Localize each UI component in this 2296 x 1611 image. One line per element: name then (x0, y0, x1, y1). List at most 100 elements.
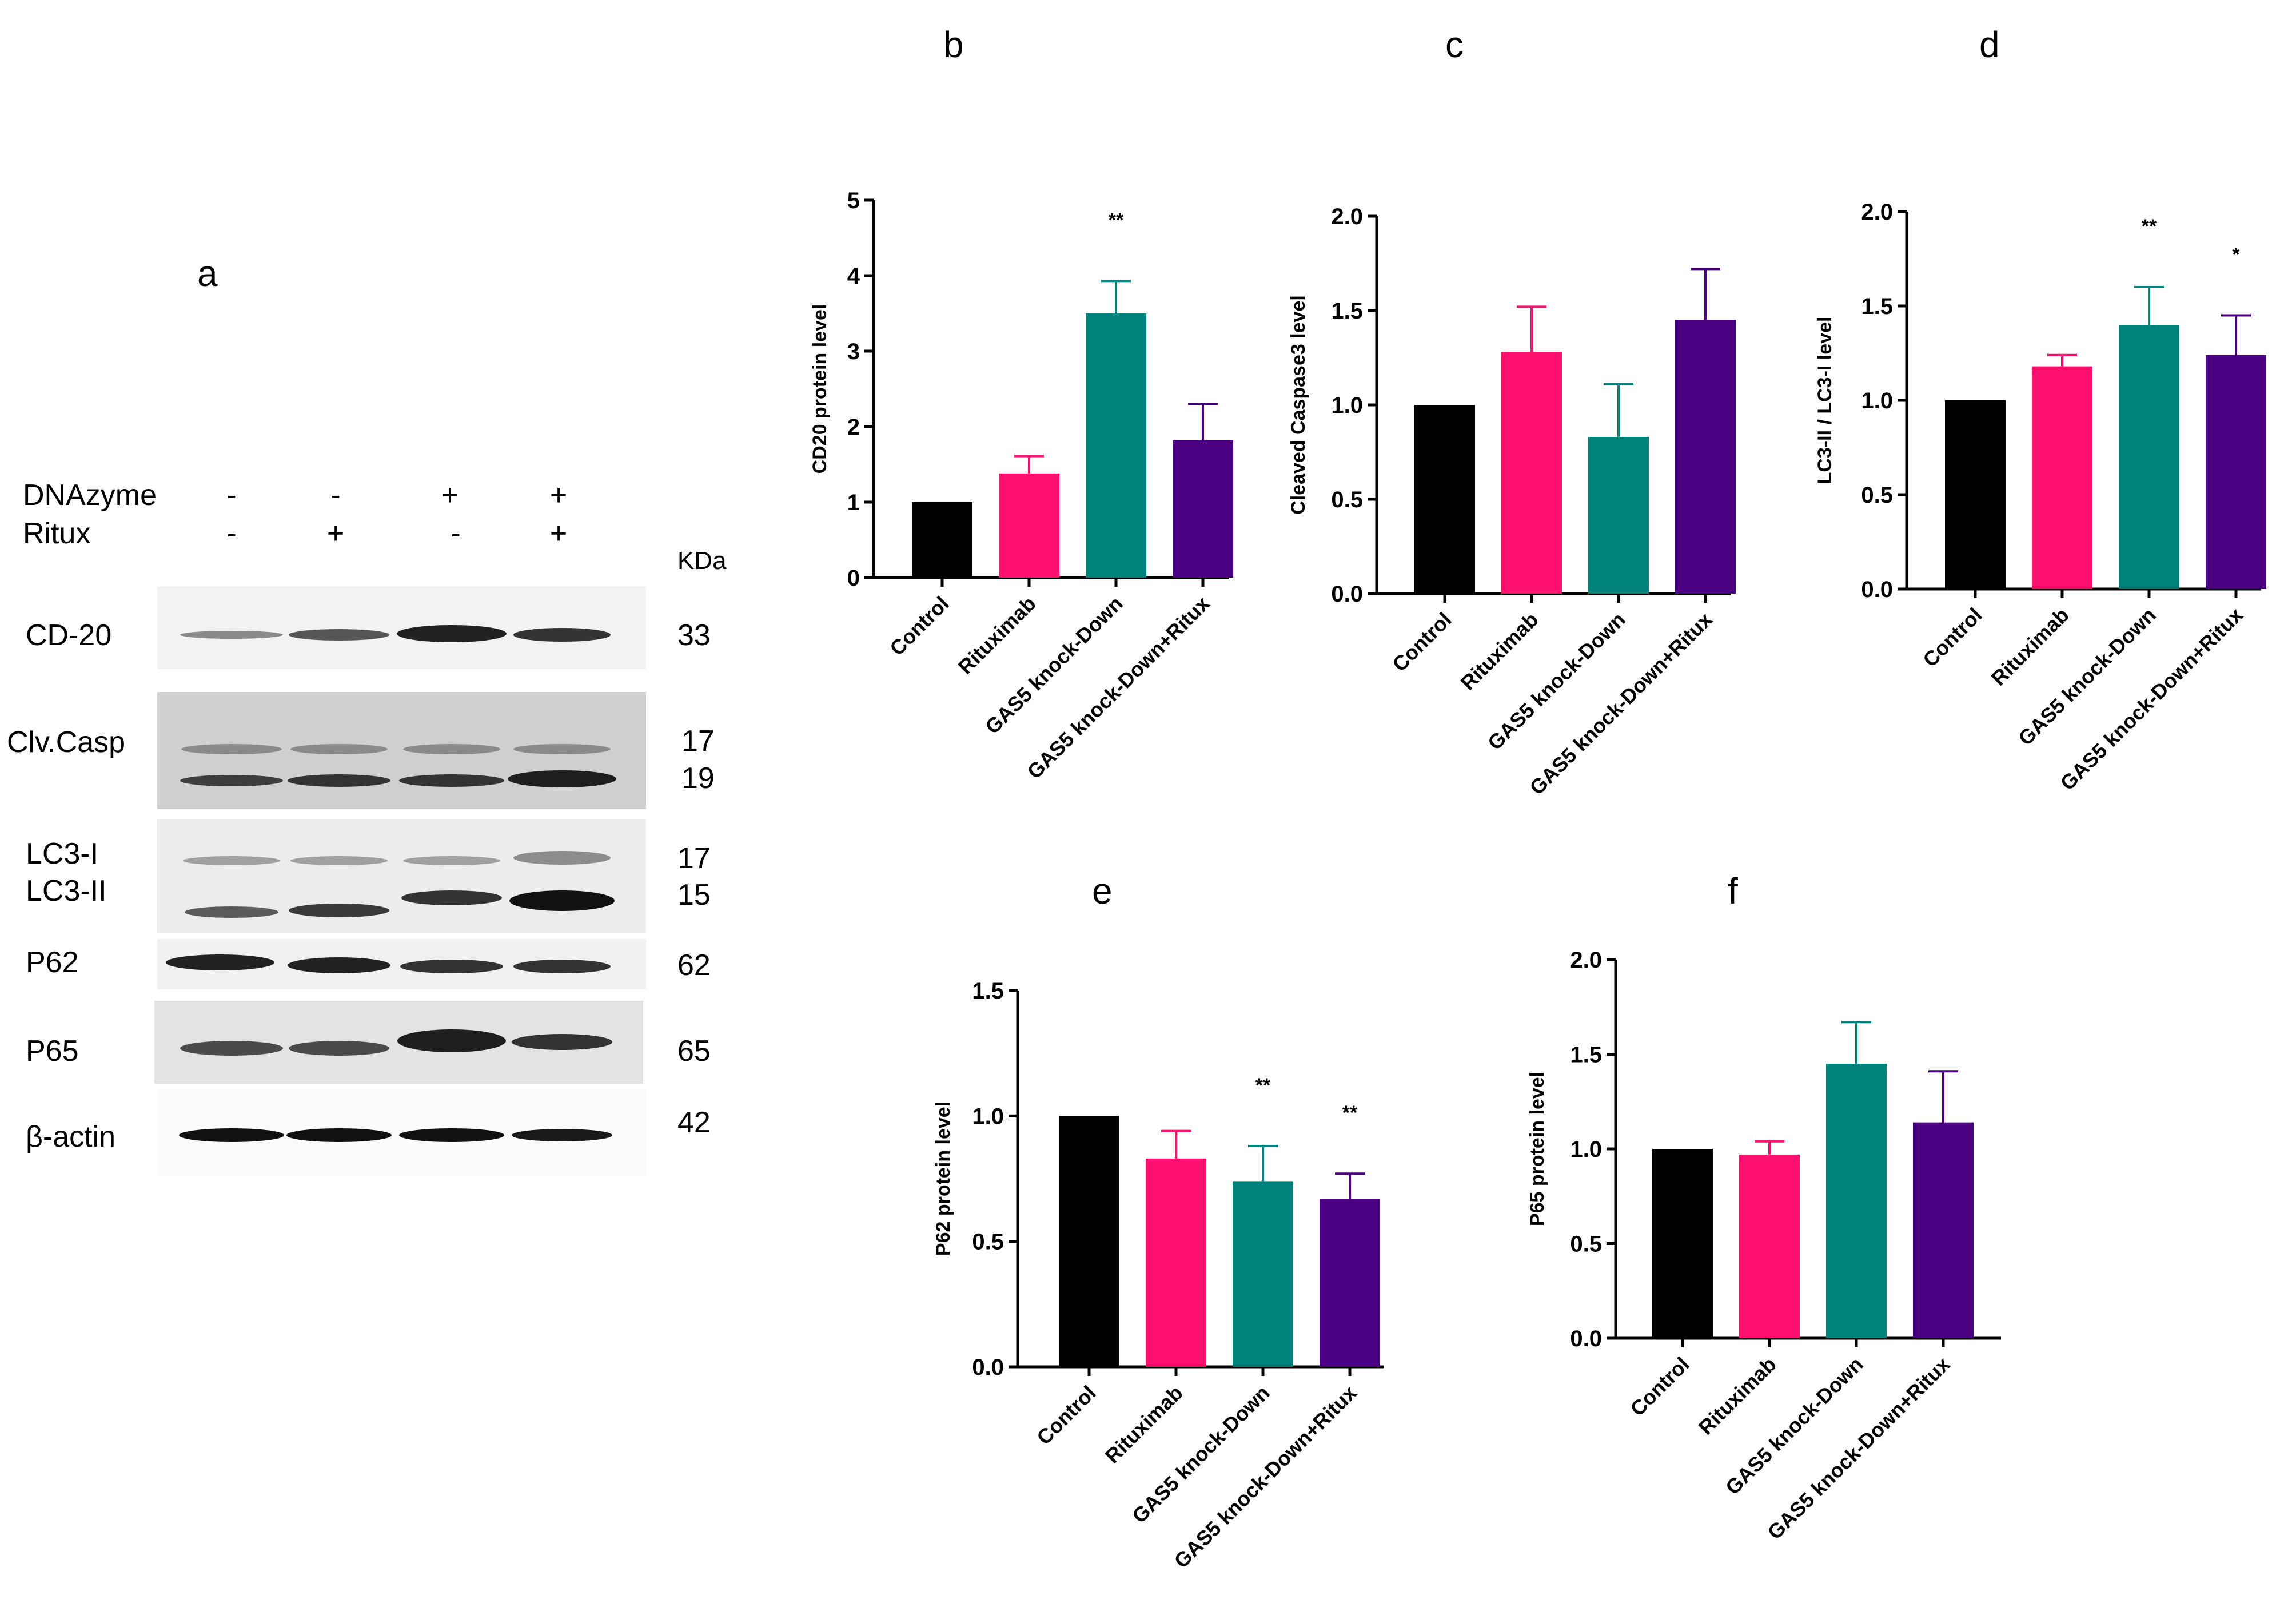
row-label-actin: β-actin (26, 1120, 115, 1153)
row-label-lc3-ii: LC3-II (26, 874, 107, 908)
y-tick-label: 5 (847, 188, 860, 213)
kda-p62: 62 (677, 949, 711, 982)
bar-gas5-knock-down-ritux (1913, 1122, 1974, 1338)
significance-marker: ** (2142, 216, 2157, 237)
condition-label-dnazyme: DNAzyme (23, 479, 157, 512)
y-tick-label: 1.0 (1570, 1137, 1602, 1162)
bar-control (1059, 1116, 1119, 1367)
y-tick-label: 0.5 (1861, 483, 1893, 508)
kda-caspase-17: 17 (681, 725, 715, 758)
y-tick-label: 1 (847, 490, 860, 515)
panel-letter-c: c (1445, 24, 1464, 65)
bar-gas5-knock-down (1588, 437, 1649, 594)
significance-marker: ** (1109, 209, 1124, 231)
y-tick-label: 1.5 (1570, 1043, 1602, 1068)
row-label-p65: P65 (26, 1035, 79, 1068)
error-bar-gas5-knock-down (1841, 1021, 1871, 1064)
y-tick-label: 0.0 (1331, 582, 1363, 607)
category-label-gas5-knock-down-ritux: GAS5 knock-Down+Ritux (1525, 608, 1716, 799)
category-label-control: Control (1625, 1353, 1693, 1421)
error-bar-gas5-knock-down-ritux (1691, 268, 1720, 320)
y-tick-label: 4 (847, 264, 860, 289)
bar-control (1945, 400, 2006, 589)
kda-actin: 42 (677, 1106, 711, 1139)
error-bar-rituximab (1161, 1129, 1191, 1159)
kda-header: KDa (677, 547, 727, 575)
dnazyme-lane-1: - (226, 479, 236, 512)
kda-p65: 65 (677, 1035, 711, 1068)
dnazyme-lane-3: + (441, 479, 459, 512)
y-tick-label: 0.0 (972, 1355, 1004, 1380)
y-tick-label: 1.5 (1861, 294, 1893, 319)
y-axis-title: Cleaved Caspase3 level (1287, 295, 1309, 515)
panel-letter-b: b (943, 24, 964, 65)
row-label-caspase: Clv.Casp (7, 726, 125, 759)
y-tick-label: 0 (847, 566, 860, 591)
panel-letter-f: f (1728, 870, 1738, 912)
category-label-rituximab: Rituximab (1987, 603, 2074, 690)
y-tick-label: 0.5 (1570, 1232, 1602, 1257)
error-bar-rituximab (1755, 1140, 1784, 1155)
significance-marker: ** (1255, 1075, 1271, 1096)
bar-gas5-knock-down (2119, 325, 2179, 589)
dnazyme-lane-2: - (330, 479, 340, 512)
panel-letter-a: a (197, 253, 218, 294)
chart-lc3-ratio: 0.0 0.5 1.0 1.5 2.0 LC3-II / LC3-I level Contr… (1814, 200, 2266, 795)
category-label-control: Control (1918, 603, 1986, 671)
blot-strip-cd20 (157, 586, 646, 669)
y-tick-label: 2.0 (1861, 200, 1893, 225)
y-tick-label: 3 (847, 339, 860, 364)
category-label-gas5-knock-down-ritux: GAS5 knock-Down+Ritux (1169, 1381, 1361, 1573)
y-axis-title: P62 protein level (932, 1101, 954, 1256)
western-blot-panel: a DNAzyme Ritux - - + + - + - + KDa (7, 253, 727, 1175)
ritux-lane-2: + (327, 517, 344, 550)
kda-lc3-ii: 15 (677, 878, 711, 912)
y-tick-label: 1.0 (1331, 393, 1363, 418)
condition-label-ritux: Ritux (23, 517, 90, 550)
kda-lc3-i: 17 (677, 842, 711, 875)
error-bar-rituximab (1014, 455, 1044, 474)
bar-gas5-knock-down-ritux (1173, 440, 1233, 578)
error-bar-gas5-knock-down (1604, 383, 1633, 437)
ritux-lane-4: + (550, 517, 567, 550)
category-label-gas5-knock-down-ritux: GAS5 knock-Down+Ritux (1763, 1353, 1954, 1544)
y-tick-label: 0.0 (1861, 577, 1893, 602)
kda-caspase-19: 19 (681, 762, 715, 795)
y-tick-label: 1.0 (972, 1104, 1004, 1129)
chart-cleaved-caspase3: 0.0 0.5 1.0 1.5 2.0 Cleaved Caspase3 level Con… (1287, 204, 1736, 799)
bar-gas5-knock-down (1826, 1064, 1887, 1338)
dnazyme-lane-4: + (550, 479, 567, 512)
category-label-rituximab: Rituximab (954, 592, 1041, 679)
row-label-cd20: CD-20 (26, 619, 111, 652)
bar-control (1652, 1149, 1713, 1338)
bar-gas5-knock-down-ritux (2206, 355, 2266, 589)
bar-rituximab (1146, 1158, 1206, 1367)
error-bar-rituximab (2047, 353, 2077, 367)
y-tick-label: 2 (847, 415, 860, 440)
bar-rituximab (1739, 1154, 1800, 1338)
category-label-rituximab: Rituximab (1694, 1353, 1781, 1439)
ritux-lane-3: - (451, 517, 460, 550)
error-bar-gas5-knock-down (1248, 1144, 1278, 1182)
bar-control (1414, 405, 1475, 594)
y-tick-label: 1.5 (972, 978, 1004, 1004)
category-label-rituximab: Rituximab (1456, 608, 1543, 695)
bar-control (912, 502, 972, 578)
y-tick-label: 0.5 (1331, 487, 1363, 512)
bar-rituximab (1501, 352, 1562, 594)
significance-marker: * (2232, 244, 2240, 266)
bar-gas5-knock-down-ritux (1675, 320, 1736, 594)
row-label-lc3-i: LC3-I (26, 837, 98, 870)
error-bar-gas5-knock-down-ritux (1928, 1070, 1958, 1123)
error-bar-gas5-knock-down (1101, 280, 1131, 313)
bands-p62 (166, 954, 611, 973)
y-tick-label: 2.0 (1331, 204, 1363, 229)
bands-lc3 (183, 851, 615, 918)
bar-rituximab (999, 473, 1059, 578)
bands-p65 (180, 1029, 612, 1056)
error-bar-gas5-knock-down-ritux (1188, 403, 1218, 440)
error-bar-gas5-knock-down-ritux (1335, 1172, 1365, 1199)
y-axis-title: P65 protein level (1526, 1072, 1548, 1226)
chart-p62: 0.0 0.5 1.0 1.5 P62 protein level Control Ritu… (932, 978, 1384, 1573)
